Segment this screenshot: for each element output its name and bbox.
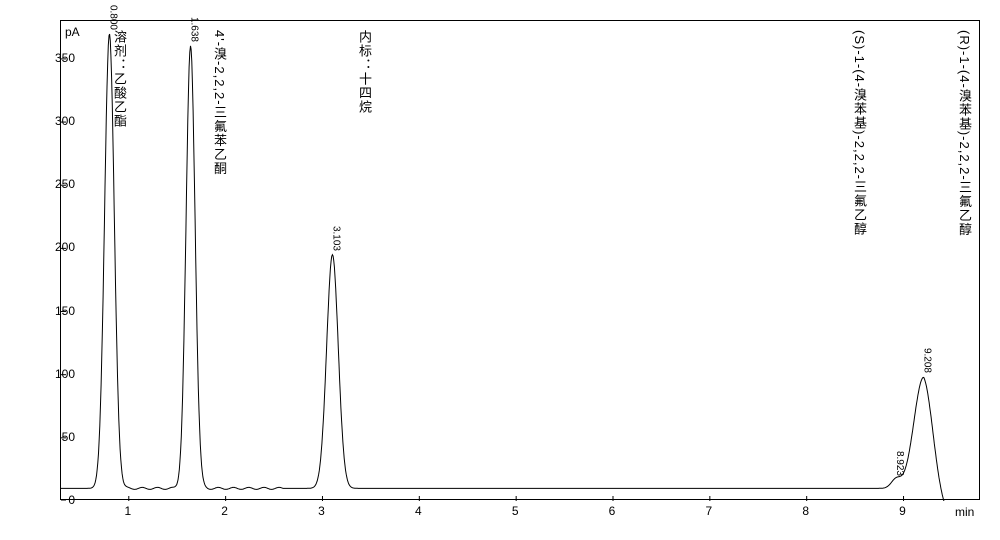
y-tick-label: 250 <box>35 177 75 191</box>
peak-annotation: 内标：十四烷 <box>355 30 374 114</box>
x-tick-label: 3 <box>318 504 325 518</box>
plot-area <box>60 20 980 500</box>
y-tick-label: 100 <box>35 367 75 381</box>
peak-annotation: 溶剂：乙酸乙酯 <box>110 30 129 128</box>
retention-time-label: 3.103 <box>330 226 341 251</box>
x-tick-label: 8 <box>802 504 809 518</box>
chromatogram-svg <box>61 21 981 501</box>
y-tick-label: 0 <box>35 493 75 507</box>
retention-time-label: 9.208 <box>922 348 933 373</box>
y-tick-label: 50 <box>35 430 75 444</box>
x-tick-label: 7 <box>705 504 712 518</box>
x-tick-label: 1 <box>124 504 131 518</box>
y-tick-label: 150 <box>35 304 75 318</box>
x-tick-label: 4 <box>415 504 422 518</box>
x-tick-label: 2 <box>221 504 228 518</box>
chart-container: pA min 0501001502002503003501234567890.8… <box>0 0 1000 540</box>
peak-annotation: (R)-1-(4-溴苯基)-2,2,2-三氟乙醇 <box>955 30 974 237</box>
x-tick-label: 9 <box>899 504 906 518</box>
x-unit-label: min <box>955 505 974 519</box>
y-tick-label: 300 <box>35 114 75 128</box>
y-tick-label: 350 <box>35 51 75 65</box>
peak-annotation: (S)-1-(4-溴苯基)-2,2,2-三氟乙醇 <box>850 30 869 236</box>
y-tick-label: 200 <box>35 240 75 254</box>
peak-annotation: 4'-溴-2,2,2-三氟苯乙酮 <box>210 30 229 176</box>
retention-time-label: 8.923 <box>894 450 905 475</box>
retention-time-label: 0.800 <box>107 5 118 30</box>
retention-time-label: 1.638 <box>189 17 200 42</box>
x-tick-label: 5 <box>512 504 519 518</box>
x-tick-label: 6 <box>609 504 616 518</box>
